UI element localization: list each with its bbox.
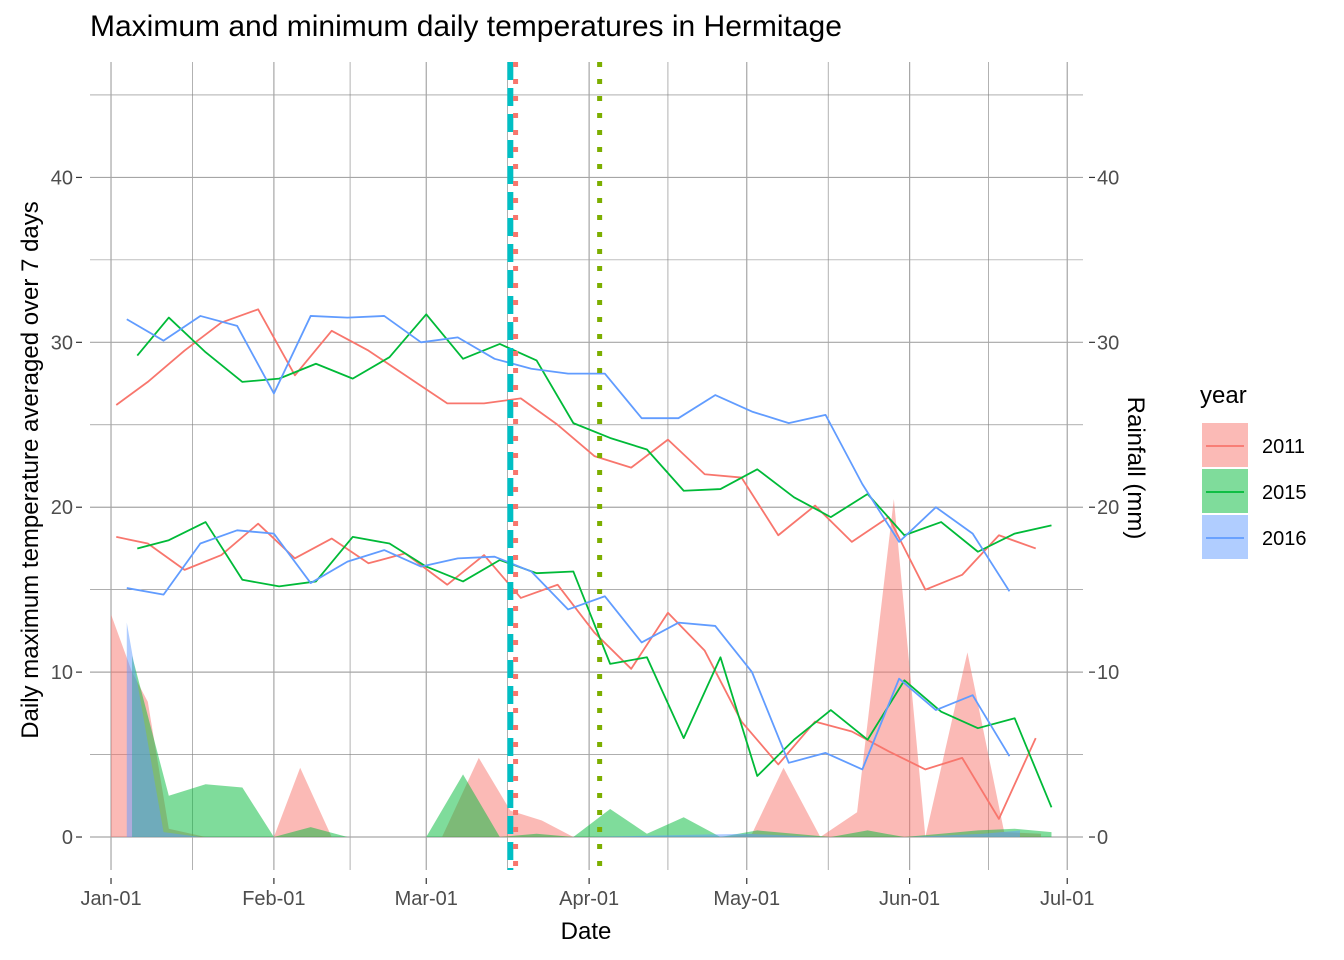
legend-label-2016: 2016 [1262,528,1307,550]
axes: Jan-01 Feb-01 Mar-01 Apr-01 May-01 Jun-01 Jul-… [51,167,1120,910]
temperature-lines [115,308,1053,820]
rainfall-area-2015 [132,655,1052,838]
series-line-2015-max [136,313,1052,553]
y-tick-label: 40 [51,167,73,189]
y2-tick-label: 0 [1097,827,1108,849]
rainfall-areas [111,498,1052,838]
chart-title: Maximum and minimum daily temperatures i… [90,10,842,43]
x-tick-label: May-01 [713,888,780,910]
y2-axis-title: Rainfall (mm) [1122,397,1149,540]
legend-key-2011 [1202,423,1248,467]
minor-gridlines [90,62,1083,870]
x-tick-label: Jul-01 [1040,888,1094,910]
x-axis-title: Date [561,918,612,945]
y2-tick-label: 10 [1097,662,1119,684]
major-gridlines [90,62,1083,870]
series-line-2016-max [126,315,1011,592]
x-tick-label: Jun-01 [879,888,940,910]
legend-key-2016 [1202,515,1248,559]
legend-title: year [1200,382,1247,409]
y2-tick-label: 20 [1097,497,1119,519]
y2-tick-label: 30 [1097,332,1119,354]
y-tick-label: 0 [62,827,73,849]
x-tick-label: Mar-01 [395,888,458,910]
series-line-2015-min [137,521,1053,808]
series-line-2016-min [126,529,1011,771]
y-tick-label: 30 [51,332,73,354]
rainfall-area-2011 [111,498,1041,838]
series-line-2011-min [116,522,1037,820]
legend-label-2015: 2015 [1262,482,1307,504]
y2-tick-label: 40 [1097,167,1119,189]
legend: year 2011 2015 2016 [1200,382,1307,559]
x-tick-label: Apr-01 [559,888,619,910]
y-tick-label: 10 [51,662,73,684]
reference-lines [507,62,603,870]
legend-key-2015 [1202,469,1248,513]
x-tick-label: Jan-01 [80,888,141,910]
x-tick-label: Feb-01 [242,888,305,910]
series-line-2011-max [115,308,1037,591]
legend-label-2011: 2011 [1262,436,1305,458]
y-axis-title: Daily maximum temperature averaged over … [17,201,44,739]
y-tick-label: 20 [51,497,73,519]
